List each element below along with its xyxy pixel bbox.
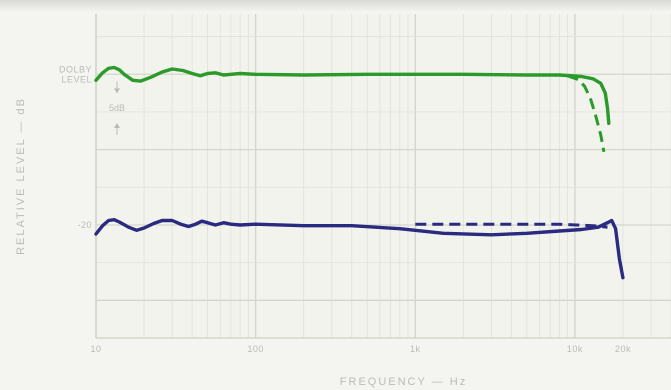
scale-marker-arrow-down xyxy=(114,88,120,94)
x-tick-label: 10k xyxy=(567,344,583,354)
series-line-1 xyxy=(94,65,611,125)
x-tick-label: 10 xyxy=(90,344,101,354)
series-line-2 xyxy=(567,74,606,153)
series-line-4 xyxy=(415,222,608,229)
x-tick-label: 100 xyxy=(247,344,264,354)
scale-marker-arrow-up xyxy=(114,123,120,129)
plot-area xyxy=(96,14,671,338)
x-tick-label: 20k xyxy=(615,344,631,354)
y-tick-label: DOLBY LEVEL xyxy=(59,64,92,84)
x-axis-title: FREQUENCY — Hz xyxy=(340,376,467,388)
scale-marker-label: 5dB xyxy=(109,103,125,113)
series-line-3 xyxy=(94,218,625,280)
y-tick-label: -20 xyxy=(77,220,92,230)
x-tick-label: 1k xyxy=(410,344,421,354)
y-axis-title: RELATIVE LEVEL — dB xyxy=(15,97,27,255)
